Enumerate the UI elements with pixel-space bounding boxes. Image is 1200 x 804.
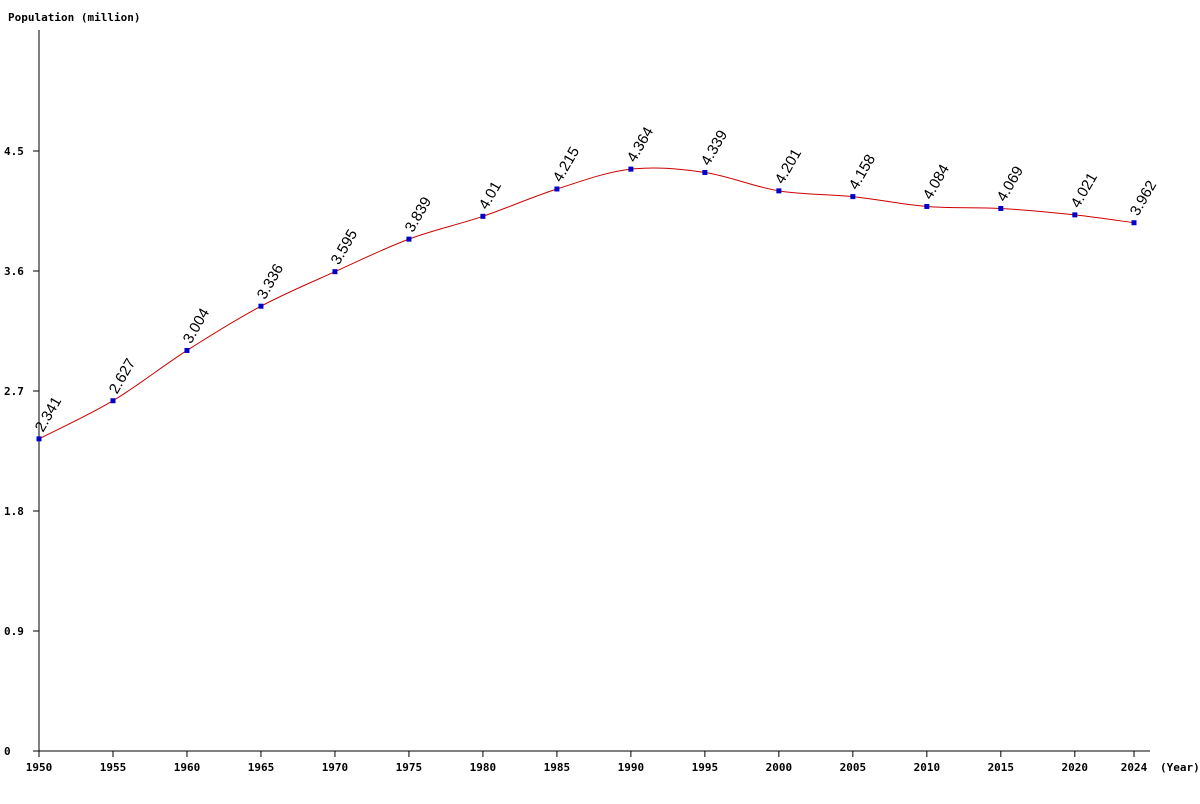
data-point-marker (1072, 212, 1078, 218)
data-label: 4.158 (846, 152, 879, 193)
y-tick-label: 0.9 (4, 625, 24, 638)
x-tick-label: 2020 (1062, 761, 1089, 774)
y-tick-label: 4.5 (4, 145, 24, 158)
data-point-marker (850, 194, 856, 200)
data-label: 2.627 (106, 356, 139, 397)
y-tick-label: 3.6 (4, 265, 24, 278)
x-tick-label: 1970 (322, 761, 349, 774)
x-tick-label: 1975 (396, 761, 423, 774)
data-point-marker (1131, 220, 1137, 226)
y-axis-title: Population (million) (8, 11, 140, 24)
y-tick-label: 2.7 (4, 385, 24, 398)
x-tick-label: 1995 (692, 761, 719, 774)
x-tick-label: 2005 (840, 761, 867, 774)
data-label: 4.339 (698, 127, 731, 168)
population-series-line (38, 167, 1135, 440)
x-tick-label: 1960 (174, 761, 201, 774)
data-label: 4.084 (920, 161, 953, 202)
data-point-marker (924, 203, 930, 209)
data-label: 4.364 (624, 124, 657, 165)
data-point-markers (36, 166, 1137, 442)
data-label: 3.004 (180, 305, 213, 346)
data-label: 4.215 (550, 144, 583, 185)
data-label: 3.962 (1127, 178, 1160, 219)
data-label: 3.839 (402, 194, 435, 235)
data-point-marker (998, 205, 1004, 211)
data-point-marker (110, 398, 116, 404)
data-label: 4.069 (994, 163, 1027, 204)
data-point-marker (332, 269, 338, 275)
x-axis-ticks: 1950 1955 1960 1965 1970 1975 1980 1985 1990 1995… (26, 751, 1148, 774)
x-tick-label: 1985 (544, 761, 571, 774)
x-tick-label: 2000 (766, 761, 793, 774)
data-point-marker (184, 347, 190, 353)
x-tick-label: 2024 (1121, 761, 1148, 774)
x-tick-label: 1950 (26, 761, 53, 774)
data-label: 4.201 (772, 146, 805, 187)
y-tick-label: 1.8 (4, 505, 24, 518)
data-point-marker (628, 166, 634, 172)
data-point-marker (258, 303, 264, 309)
x-tick-label: 1965 (248, 761, 275, 774)
x-tick-label: 2010 (914, 761, 941, 774)
data-point-marker (776, 188, 782, 194)
y-tick-label: 0 (4, 745, 11, 758)
y-axis-ticks: 0 0.9 1.8 2.7 3.6 4.5 (4, 145, 39, 758)
x-tick-label: 2015 (988, 761, 1015, 774)
data-point-marker (480, 213, 486, 219)
x-tick-label: 1955 (100, 761, 127, 774)
data-label: 4.021 (1068, 170, 1101, 211)
x-tick-label: 1990 (618, 761, 645, 774)
x-axis-title: (Year) (1160, 761, 1200, 774)
data-point-marker (702, 169, 708, 175)
data-label: 4.01 (476, 179, 505, 213)
data-point-marker (406, 236, 412, 242)
x-tick-label: 1980 (470, 761, 497, 774)
data-point-marker (36, 436, 42, 442)
data-point-marker (554, 186, 560, 192)
